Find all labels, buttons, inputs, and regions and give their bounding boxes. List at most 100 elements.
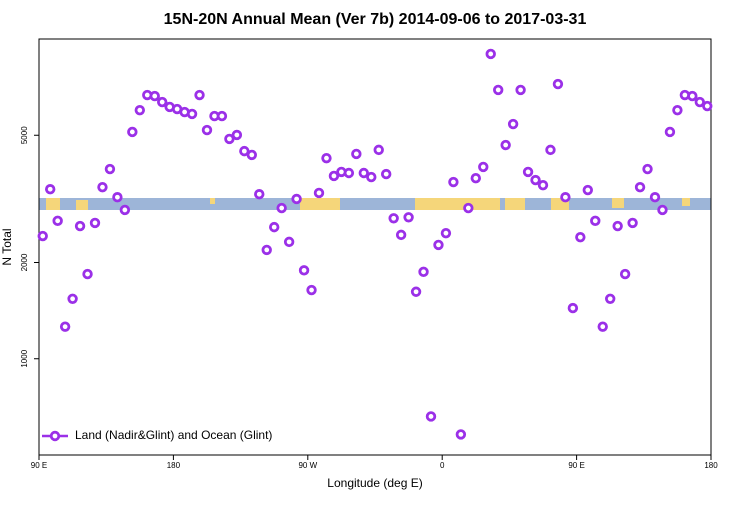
point xyxy=(82,268,93,280)
point xyxy=(254,189,265,200)
point xyxy=(52,215,63,227)
point xyxy=(67,293,78,304)
point xyxy=(470,172,481,184)
point xyxy=(283,236,295,248)
point xyxy=(649,192,661,203)
point xyxy=(395,229,407,241)
x-tick-label: 90 E xyxy=(568,461,584,470)
land-patch xyxy=(300,198,340,210)
point xyxy=(657,204,668,216)
plot-frame xyxy=(38,38,712,456)
point xyxy=(664,126,676,138)
point xyxy=(343,167,355,179)
point xyxy=(388,213,399,224)
point xyxy=(687,90,698,102)
point xyxy=(634,181,646,193)
point xyxy=(694,96,705,108)
point xyxy=(597,321,608,332)
ocean-band xyxy=(39,198,711,210)
x-axis-label: Longitude (deg E) xyxy=(327,476,422,490)
point xyxy=(224,133,235,145)
x-tick-label: 0 xyxy=(440,461,445,470)
point xyxy=(455,429,467,440)
point xyxy=(619,268,631,280)
point xyxy=(567,302,579,314)
point xyxy=(156,96,168,108)
point xyxy=(522,166,534,178)
land-patch xyxy=(682,198,690,206)
point xyxy=(545,144,556,156)
point xyxy=(89,217,101,229)
point xyxy=(37,230,48,242)
point xyxy=(216,110,228,122)
point xyxy=(239,145,250,157)
point xyxy=(97,181,108,193)
point xyxy=(418,266,429,278)
point xyxy=(575,231,586,243)
land-patch xyxy=(46,198,60,210)
point xyxy=(194,89,205,101)
point xyxy=(500,139,511,151)
point xyxy=(552,78,564,90)
point xyxy=(291,193,302,205)
point xyxy=(560,192,571,203)
point xyxy=(149,90,160,102)
land-patch xyxy=(415,198,500,210)
point xyxy=(507,118,519,130)
point xyxy=(328,170,340,182)
series xyxy=(37,48,713,440)
point xyxy=(403,212,414,223)
point xyxy=(425,411,437,422)
point xyxy=(358,167,369,179)
point xyxy=(515,84,526,96)
land-patch xyxy=(612,198,624,208)
point xyxy=(642,163,653,175)
point xyxy=(493,84,504,96)
point xyxy=(672,104,683,116)
land-patch xyxy=(505,198,525,210)
land-patch xyxy=(210,198,215,204)
point xyxy=(112,192,123,203)
point xyxy=(276,202,287,214)
point xyxy=(231,129,243,141)
point xyxy=(74,220,86,232)
point xyxy=(433,239,444,251)
legend-label: Land (Nadir&Glint) and Ocean (Glint) xyxy=(75,428,272,442)
point xyxy=(351,148,362,160)
point xyxy=(381,168,392,180)
point xyxy=(186,108,198,120)
point xyxy=(321,152,332,164)
x-tick-label: 180 xyxy=(167,461,181,470)
point xyxy=(201,124,213,136)
point xyxy=(590,215,601,227)
point xyxy=(59,321,71,332)
y-axis-label: N Total xyxy=(0,228,14,265)
point xyxy=(485,48,496,60)
point xyxy=(366,171,377,183)
x-tick-label: 90 E xyxy=(31,461,47,470)
point xyxy=(612,220,623,232)
chart-title: 15N-20N Annual Mean (Ver 7b) 2014-09-06 … xyxy=(164,11,587,28)
point xyxy=(605,293,616,304)
point xyxy=(448,176,459,188)
point xyxy=(313,187,325,199)
y-tick-label: 1000 xyxy=(20,349,29,367)
y-tick-label: 5000 xyxy=(20,126,29,144)
legend-marker xyxy=(49,430,61,442)
point xyxy=(119,204,131,216)
point xyxy=(104,163,116,175)
point xyxy=(298,265,310,276)
point xyxy=(261,244,272,256)
y-tick-label: 2000 xyxy=(20,253,29,271)
point xyxy=(440,227,452,239)
surface-band xyxy=(39,198,711,210)
point xyxy=(463,202,474,214)
x-tick-label: 90 W xyxy=(298,461,317,470)
point xyxy=(45,184,56,195)
point xyxy=(127,126,138,138)
point xyxy=(134,104,145,116)
point xyxy=(246,149,257,161)
point xyxy=(306,284,317,296)
